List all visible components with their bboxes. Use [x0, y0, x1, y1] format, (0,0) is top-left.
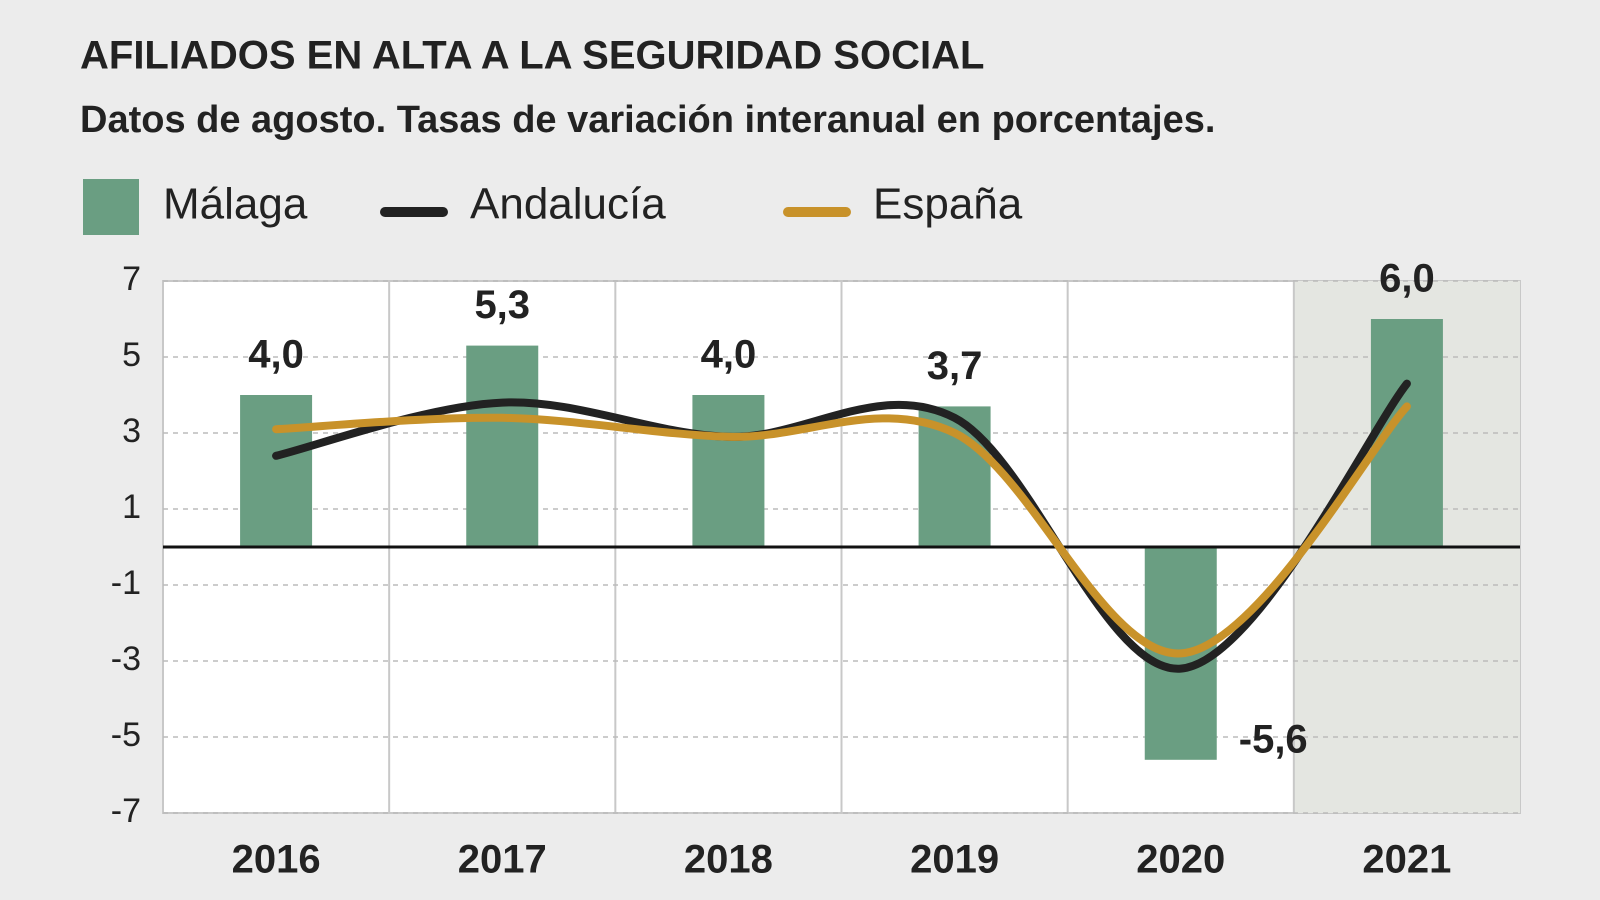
- value-label: 4,0: [248, 333, 304, 377]
- chart-title: AFILIADOS EN ALTA A LA SEGURIDAD SOCIAL: [80, 34, 984, 78]
- x-tick-label: 2016: [232, 838, 321, 882]
- value-label: 4,0: [701, 333, 757, 377]
- bar: [692, 395, 765, 547]
- x-tick-label: 2017: [458, 838, 547, 882]
- x-tick-label: 2020: [1136, 838, 1225, 882]
- legend-swatch: [83, 179, 139, 235]
- line: [272, 402, 1411, 658]
- value-label: -5,6: [1239, 717, 1308, 761]
- y-tick-label: 7: [122, 260, 141, 298]
- y-tick-label: -1: [111, 564, 141, 602]
- y-tick-label: 1: [122, 488, 141, 526]
- x-tick-label: 2019: [910, 838, 999, 882]
- y-tick-label: -7: [111, 792, 141, 830]
- legend-label: España: [873, 180, 1023, 229]
- bar: [240, 395, 313, 547]
- line: [272, 379, 1411, 673]
- y-tick-label: -3: [111, 640, 141, 678]
- value-label: 5,3: [474, 283, 530, 327]
- legend-label: Andalucía: [470, 180, 666, 229]
- chart-subtitle: Datos de agosto. Tasas de variación inte…: [80, 99, 1215, 141]
- legend-label: Málaga: [163, 180, 308, 229]
- value-label: 3,7: [927, 344, 983, 388]
- y-tick-label: 3: [122, 412, 141, 450]
- y-tick-label: 5: [122, 336, 141, 374]
- bar: [466, 345, 539, 547]
- y-tick-label: -5: [111, 716, 141, 754]
- x-tick-label: 2021: [1362, 838, 1451, 882]
- value-label: 6,0: [1379, 257, 1435, 301]
- x-tick-label: 2018: [684, 838, 773, 882]
